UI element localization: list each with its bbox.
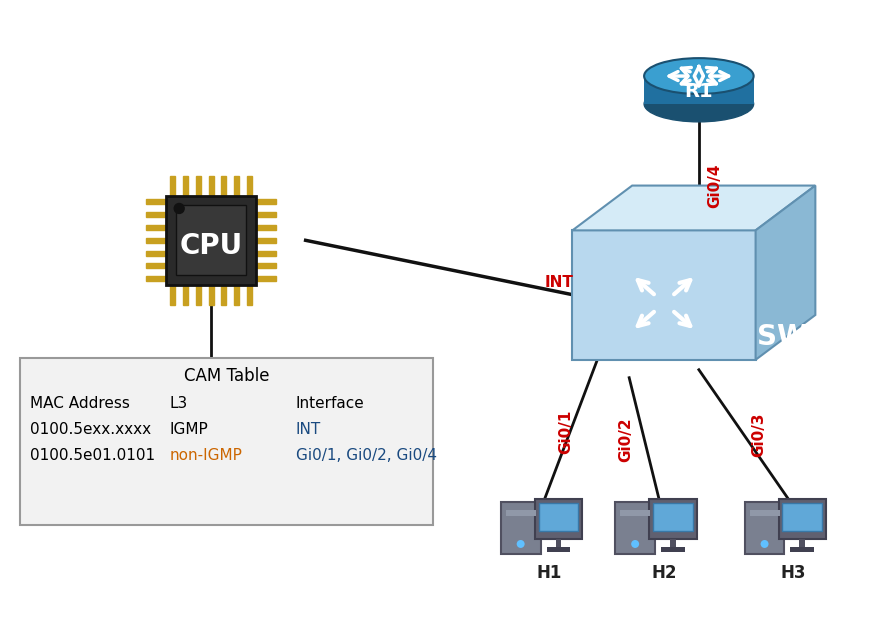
- Text: IGMP: IGMP: [169, 422, 208, 437]
- Circle shape: [517, 540, 524, 548]
- Circle shape: [631, 540, 639, 548]
- Bar: [170, 285, 175, 305]
- Bar: [779, 499, 826, 539]
- Bar: [615, 502, 655, 554]
- Bar: [670, 539, 676, 549]
- Bar: [790, 547, 814, 552]
- Ellipse shape: [644, 86, 754, 122]
- Bar: [546, 547, 570, 552]
- Bar: [255, 225, 276, 230]
- Polygon shape: [572, 231, 756, 360]
- Bar: [196, 176, 201, 196]
- Bar: [170, 176, 175, 196]
- Bar: [538, 503, 578, 531]
- Polygon shape: [756, 186, 815, 360]
- Text: CPU: CPU: [180, 232, 243, 260]
- Bar: [247, 176, 252, 196]
- Bar: [653, 503, 693, 531]
- Bar: [644, 76, 754, 104]
- Bar: [146, 213, 166, 218]
- Bar: [234, 285, 239, 305]
- Bar: [501, 502, 540, 554]
- Bar: [745, 502, 784, 554]
- Circle shape: [174, 204, 184, 214]
- Bar: [196, 285, 201, 305]
- Text: H3: H3: [781, 564, 806, 582]
- Text: Gi0/1: Gi0/1: [558, 409, 573, 454]
- Bar: [146, 225, 166, 230]
- Bar: [661, 547, 685, 552]
- Bar: [183, 176, 188, 196]
- Bar: [535, 499, 582, 539]
- Bar: [146, 276, 166, 281]
- Bar: [208, 285, 214, 305]
- Bar: [799, 539, 805, 549]
- Text: L3: L3: [169, 396, 188, 411]
- Text: 0100.5exx.xxxx: 0100.5exx.xxxx: [30, 422, 151, 437]
- Bar: [255, 276, 276, 281]
- Bar: [749, 510, 780, 516]
- Text: Gi0/4: Gi0/4: [708, 163, 723, 208]
- Bar: [555, 539, 562, 549]
- Text: R1: R1: [684, 82, 713, 101]
- Bar: [166, 196, 255, 285]
- Text: MAC Address: MAC Address: [30, 396, 130, 411]
- Bar: [20, 357, 433, 525]
- Text: Interface: Interface: [295, 396, 364, 411]
- Bar: [255, 213, 276, 218]
- Bar: [782, 503, 822, 531]
- Bar: [208, 176, 214, 196]
- Text: CAM Table: CAM Table: [183, 367, 270, 385]
- Bar: [234, 176, 239, 196]
- Bar: [146, 238, 166, 242]
- Bar: [649, 499, 697, 539]
- Bar: [506, 510, 536, 516]
- Bar: [146, 263, 166, 268]
- Bar: [620, 510, 650, 516]
- Text: Gi0/1, Gi0/2, Gi0/4: Gi0/1, Gi0/2, Gi0/4: [295, 448, 437, 463]
- Bar: [146, 199, 166, 204]
- Bar: [255, 238, 276, 242]
- Circle shape: [761, 540, 769, 548]
- Text: non-IGMP: non-IGMP: [169, 448, 242, 463]
- Bar: [255, 199, 276, 204]
- Bar: [146, 251, 166, 256]
- Text: H1: H1: [537, 564, 562, 582]
- Ellipse shape: [644, 58, 754, 94]
- Bar: [222, 285, 226, 305]
- Bar: [255, 263, 276, 268]
- Text: Gi0/2: Gi0/2: [619, 417, 634, 462]
- Bar: [176, 206, 246, 275]
- Text: H2: H2: [651, 564, 676, 582]
- Text: INT: INT: [295, 422, 321, 437]
- Text: 0100.5e01.0101: 0100.5e01.0101: [30, 448, 155, 463]
- Bar: [247, 285, 252, 305]
- Text: Gi0/3: Gi0/3: [751, 412, 766, 457]
- Polygon shape: [572, 186, 815, 231]
- Text: SW1: SW1: [756, 323, 827, 351]
- Bar: [222, 176, 226, 196]
- Bar: [183, 285, 188, 305]
- Bar: [255, 251, 276, 256]
- Text: INT: INT: [545, 274, 574, 289]
